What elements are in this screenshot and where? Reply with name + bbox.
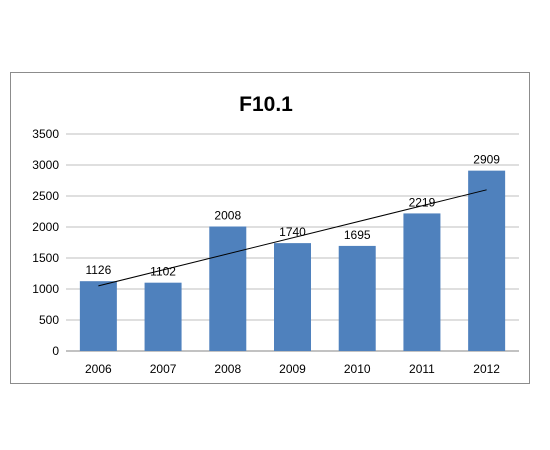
- chart-frame: F10.1 0 500 1000 1500 2000 2500 3000 3500 2006 2…: [10, 72, 530, 384]
- y-tick-label: 500: [39, 313, 59, 327]
- data-label: 1740: [279, 225, 306, 239]
- y-tick-label: 3500: [32, 127, 59, 141]
- bars: [79, 170, 506, 351]
- x-tick-label: 2006: [85, 362, 112, 376]
- data-label: 2219: [409, 195, 436, 209]
- x-tick-label: 2008: [214, 362, 241, 376]
- x-tick-label: 2010: [344, 362, 371, 376]
- y-tick-label: 2500: [32, 189, 59, 203]
- x-tick-label: 2009: [279, 362, 306, 376]
- bar: [209, 226, 247, 351]
- data-label: 2008: [214, 209, 241, 223]
- y-tick-label: 2000: [32, 220, 59, 234]
- bar: [274, 243, 311, 351]
- y-tick-label: 1500: [32, 251, 59, 265]
- data-labels: 1126 1102 2008 1740 1695 2219 2909: [85, 153, 500, 279]
- y-tick-label: 3000: [32, 158, 59, 172]
- data-label: 1102: [150, 265, 176, 279]
- bar: [403, 213, 441, 351]
- bar: [468, 170, 506, 351]
- x-tick-label: 2011: [409, 362, 435, 376]
- y-tick-label: 0: [52, 344, 59, 358]
- trendline-line: [98, 189, 487, 287]
- bar: [144, 282, 182, 351]
- x-axis-ticks: 2006 2007 2008 2009 2010 2011 2012: [85, 362, 500, 376]
- chart-title: F10.1: [239, 93, 293, 116]
- x-tick-label: 2007: [150, 362, 177, 376]
- x-tick-label: 2012: [473, 362, 500, 376]
- bar: [79, 281, 117, 351]
- data-label: 1126: [85, 263, 111, 277]
- y-axis-ticks: 0 500 1000 1500 2000 2500 3000 3500: [32, 127, 59, 358]
- y-tick-label: 1000: [32, 282, 59, 296]
- bar: [338, 245, 376, 351]
- data-label: 1695: [344, 228, 371, 242]
- trendline: [98, 189, 487, 287]
- data-label: 2909: [473, 153, 500, 167]
